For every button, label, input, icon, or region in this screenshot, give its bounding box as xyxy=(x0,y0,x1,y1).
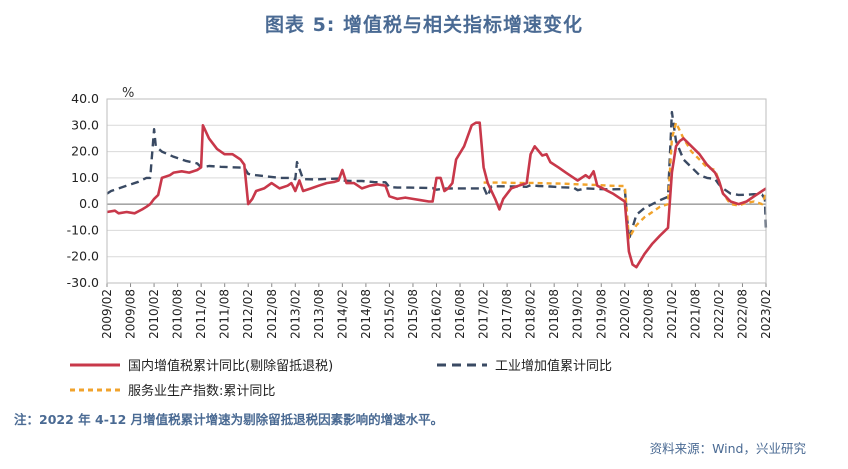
legend-swatch-services xyxy=(70,388,120,391)
legend-label-services: 服务业生产指数:累计同比 xyxy=(128,384,276,399)
x-tick-label: 2017/08 xyxy=(500,289,514,339)
y-tick-label: 0.0 xyxy=(79,196,99,211)
y-tick-label: -30.0 xyxy=(67,275,99,290)
y-unit-label: % xyxy=(122,86,135,101)
legend-label-vat: 国内增值税累计同比(剔除留抵退税) xyxy=(128,359,334,374)
legend-item-industry: 工业增加值累计同比 xyxy=(437,355,612,374)
x-axis-ticks: 2009/02 2009/08 2010/02 2010/08 2011/02 2011/… xyxy=(100,283,773,339)
x-tick-label: 2020/08 xyxy=(641,289,655,339)
x-tick-label: 2021/02 xyxy=(665,289,679,339)
x-tick-label: 2022/08 xyxy=(735,289,749,339)
x-tick-label: 2020/02 xyxy=(618,289,632,339)
x-tick-label: 2015/02 xyxy=(382,289,396,339)
x-tick-label: 2014/02 xyxy=(335,289,349,339)
source-label: 资料来源：Wind，兴业研究 xyxy=(649,441,806,456)
x-tick-label: 2019/08 xyxy=(594,289,608,339)
y-tick-label: -10.0 xyxy=(67,222,99,237)
legend-swatch-vat xyxy=(70,363,120,366)
x-tick-label: 2016/02 xyxy=(430,289,444,339)
x-tick-label: 2022/02 xyxy=(712,289,726,339)
x-tick-label: 2023/02 xyxy=(759,289,773,339)
plot-frame xyxy=(106,98,767,284)
y-axis-ticks: -30.0 -20.0 -10.0 0.0 10.0 20.0 30.0 40.0 xyxy=(67,91,99,290)
y-tick-label: 30.0 xyxy=(71,117,99,132)
series-lines xyxy=(106,110,768,269)
x-tick-label: 2013/02 xyxy=(288,289,302,339)
y-tick-label: -20.0 xyxy=(67,249,99,264)
x-tick-label: 2016/08 xyxy=(453,289,467,339)
x-tick-label: 2015/08 xyxy=(406,289,420,339)
x-tick-label: 2012/02 xyxy=(241,289,255,339)
chart-title: 图表 5: 增值税与相关指标增速变化 xyxy=(264,14,584,36)
footnote: 注：2022 年 4-12 月增值税累计增速为剔除留抵退税因素影响的增速水平。 xyxy=(14,412,444,427)
x-tick-label: 2010/02 xyxy=(147,289,161,339)
x-tick-label: 2009/08 xyxy=(124,289,138,339)
legend-swatch-industry xyxy=(437,363,487,366)
x-tick-label: 2017/02 xyxy=(477,289,491,339)
y-tick-label: 10.0 xyxy=(71,170,99,185)
x-tick-label: 2013/08 xyxy=(312,289,326,339)
x-tick-label: 2012/08 xyxy=(265,289,279,339)
legend-item-vat: 国内增值税累计同比(剔除留抵退税) xyxy=(70,355,333,374)
legend-label-industry: 工业增加值累计同比 xyxy=(495,359,613,374)
legend-item-services: 服务业生产指数:累计同比 xyxy=(70,380,275,399)
x-tick-label: 2014/08 xyxy=(359,289,373,339)
x-tick-label: 2010/08 xyxy=(171,289,185,339)
y-tick-label: 20.0 xyxy=(71,144,99,159)
x-tick-label: 2009/02 xyxy=(100,289,114,339)
series-vat-line xyxy=(106,121,767,269)
x-tick-label: 2019/02 xyxy=(571,289,585,339)
x-tick-label: 2021/08 xyxy=(688,289,702,339)
x-tick-label: 2011/08 xyxy=(218,289,232,339)
x-tick-label: 2018/08 xyxy=(547,289,561,339)
x-tick-label: 2011/02 xyxy=(194,289,208,339)
y-tick-label: 40.0 xyxy=(71,91,99,106)
x-tick-label: 2018/02 xyxy=(524,289,538,339)
